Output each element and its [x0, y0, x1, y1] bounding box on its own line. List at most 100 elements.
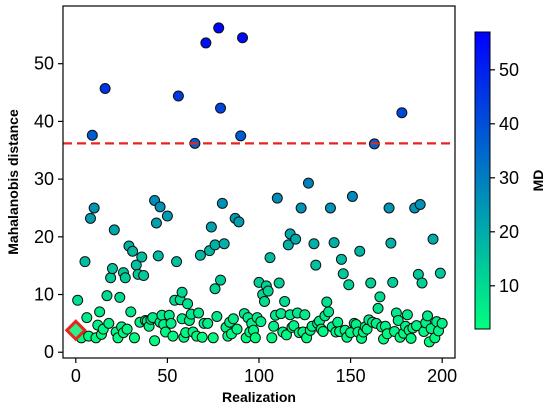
data-point: [121, 323, 133, 335]
x-tick-label: 150: [336, 366, 366, 386]
data-point: [227, 313, 239, 325]
data-point: [165, 317, 177, 329]
data-point: [196, 331, 208, 343]
data-point: [337, 268, 349, 280]
colorbar-tick-label: 30: [499, 168, 519, 188]
colorbar-ticks: 10 20 30 40 50: [490, 60, 519, 296]
data-points: [72, 22, 448, 348]
data-point: [216, 197, 228, 209]
data-point: [105, 272, 117, 284]
data-point: [271, 192, 283, 204]
data-point: [215, 102, 227, 114]
data-point: [335, 253, 347, 265]
data-point: [114, 291, 126, 303]
data-point: [171, 256, 183, 268]
data-point: [279, 295, 291, 307]
data-point: [207, 332, 219, 344]
data-point: [194, 249, 206, 261]
data-point: [266, 332, 278, 344]
data-point: [262, 285, 274, 297]
data-point: [387, 276, 399, 288]
data-point: [127, 245, 139, 257]
x-axis-title: Realization: [222, 389, 296, 405]
data-point: [149, 335, 161, 347]
data-point: [268, 320, 280, 332]
data-point: [172, 90, 184, 102]
data-point: [103, 317, 115, 329]
data-point: [346, 190, 358, 202]
data-point: [354, 245, 366, 257]
data-point: [343, 279, 355, 291]
data-point: [273, 277, 285, 289]
data-point: [167, 330, 179, 342]
data-point: [106, 263, 118, 275]
data-point: [235, 130, 247, 142]
data-point: [94, 306, 106, 318]
data-point: [427, 233, 439, 245]
data-point: [308, 238, 320, 250]
data-point: [290, 233, 302, 245]
y-axis-title: Mahalanobis distance: [5, 109, 21, 255]
data-point: [119, 272, 131, 284]
data-point: [295, 202, 307, 214]
plot-frame: [62, 5, 456, 359]
data-point: [81, 312, 93, 324]
data-point: [392, 314, 404, 326]
data-point: [161, 210, 173, 222]
data-point: [88, 202, 100, 214]
data-point: [275, 308, 287, 320]
data-point: [84, 212, 96, 224]
x-tick-label: 200: [427, 366, 457, 386]
colorbar-title: MD: [530, 170, 546, 192]
data-point: [182, 298, 194, 310]
data-point: [258, 295, 270, 307]
data-point: [422, 310, 434, 322]
y-tick-label: 50: [34, 54, 54, 74]
x-axis: 0 50 100 150 200: [71, 358, 457, 386]
data-point: [86, 129, 98, 141]
data-point: [213, 22, 225, 34]
data-point: [136, 251, 148, 263]
data-point: [205, 221, 217, 233]
data-point: [385, 237, 397, 249]
data-point: [79, 256, 91, 268]
data-point: [200, 37, 212, 49]
data-point: [193, 307, 205, 319]
data-point: [310, 259, 322, 271]
data-point: [138, 269, 150, 281]
data-point: [299, 309, 311, 321]
data-point: [374, 291, 386, 303]
data-point: [150, 217, 162, 229]
y-tick-label: 40: [34, 111, 54, 131]
data-point: [282, 239, 294, 251]
y-tick-label: 10: [34, 285, 54, 305]
data-point: [396, 107, 408, 119]
data-point: [323, 306, 335, 318]
data-point: [231, 323, 243, 335]
data-point: [233, 216, 245, 228]
x-tick-label: 50: [157, 366, 177, 386]
data-point: [125, 306, 137, 318]
data-point: [152, 250, 164, 262]
x-tick-label: 0: [71, 366, 81, 386]
colorbar-tick-label: 20: [499, 222, 519, 242]
data-point: [317, 325, 329, 337]
y-tick-label: 30: [34, 169, 54, 189]
data-point: [215, 274, 227, 286]
data-point: [176, 286, 188, 298]
data-point: [416, 277, 428, 289]
data-point: [324, 202, 336, 214]
data-point: [434, 267, 446, 279]
data-point: [209, 239, 221, 251]
data-point: [218, 238, 230, 250]
data-point: [280, 329, 292, 341]
x-tick-label: 100: [244, 366, 274, 386]
colorbar-tick-label: 50: [499, 60, 519, 80]
data-point: [202, 317, 214, 329]
data-point: [108, 224, 120, 236]
colorbar-tick-label: 40: [499, 114, 519, 134]
data-point: [237, 32, 249, 44]
data-point: [264, 252, 276, 264]
y-tick-label: 0: [44, 342, 54, 362]
data-point: [332, 316, 344, 328]
